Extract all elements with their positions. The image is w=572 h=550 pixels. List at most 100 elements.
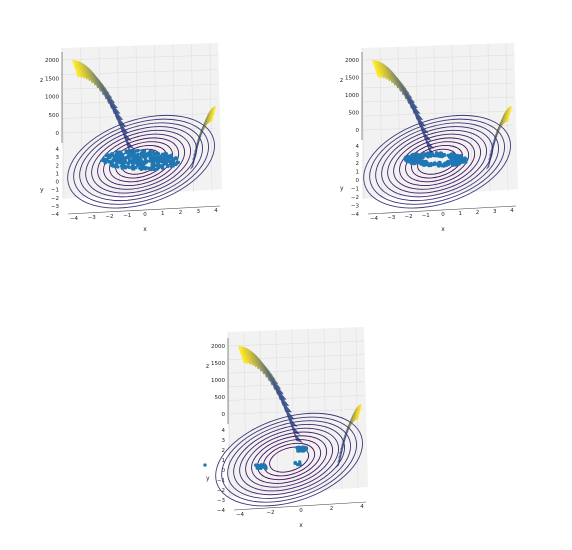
- grid-line: [361, 124, 515, 131]
- x-axis-label: x: [143, 226, 147, 233]
- grid-line: [227, 340, 365, 347]
- scatter-point: [120, 166, 125, 170]
- z-tick-label: 2000: [45, 58, 59, 64]
- scatter-point: [155, 156, 160, 160]
- scatter-point: [442, 164, 446, 168]
- grid-line: [487, 43, 491, 193]
- y-tick-label: 1: [356, 170, 360, 176]
- scatter-point: [427, 153, 431, 157]
- scatter-point: [160, 152, 165, 157]
- surface-sheet-right: [492, 127, 499, 145]
- x-tick-label: 0: [299, 508, 303, 514]
- grid-line: [361, 110, 515, 117]
- grid-line: [339, 327, 343, 491]
- scatter-point: [295, 446, 300, 450]
- scatter-point: [449, 157, 454, 162]
- surface-sheet-right: [493, 124, 500, 142]
- scatter-point: [461, 158, 466, 162]
- surface-sheet-right: [343, 422, 350, 440]
- contour-line: [405, 141, 470, 183]
- surface-sheet-right: [494, 121, 501, 138]
- x-tick-label: 3: [493, 209, 497, 215]
- scatter-point: [135, 156, 140, 160]
- x-axis-label: x: [441, 226, 445, 233]
- surface-sheet-left: [116, 114, 129, 134]
- contour-line: [91, 129, 192, 194]
- grid-line: [227, 408, 365, 415]
- x-tick-label: 4: [214, 208, 218, 214]
- scatter-point: [298, 460, 302, 464]
- scatter-point: [150, 163, 154, 168]
- x-tick-label: 1: [459, 211, 463, 217]
- grid-line: [135, 45, 139, 196]
- z-tick-label: 0: [356, 128, 360, 134]
- scatter-point: [176, 160, 181, 165]
- scatter-point: [442, 152, 446, 157]
- scatter-point: [444, 161, 448, 165]
- y-tick-label: 0: [222, 468, 226, 474]
- y-tick-label: 4: [56, 147, 60, 153]
- y-tick-label: 3: [222, 438, 226, 444]
- grid-line: [469, 44, 473, 194]
- x-axis: [233, 501, 367, 511]
- x-axis-label: x: [299, 522, 303, 529]
- scatter-point: [450, 154, 454, 158]
- z-axis-label: z: [206, 363, 209, 370]
- surface-sheet-left: [265, 367, 279, 386]
- surface-sheet-left: [418, 121, 432, 141]
- scatter-point: [140, 149, 145, 153]
- scatter-point: [136, 163, 140, 168]
- grid-line: [172, 44, 176, 194]
- x-axis: [67, 205, 221, 215]
- scatter-point: [414, 155, 419, 160]
- grid-line: [61, 47, 65, 200]
- surface-sheet-left: [402, 85, 415, 104]
- grid-line: [361, 82, 515, 89]
- scatter-point: [154, 167, 158, 172]
- grid-line: [191, 43, 194, 193]
- y-tick-label: 1: [222, 458, 226, 464]
- x-axis: [367, 205, 517, 215]
- grid-line: [323, 328, 327, 492]
- y-tick-label: −4: [51, 212, 60, 218]
- surface-sheet-left: [268, 371, 281, 390]
- x-tick-label: 0: [143, 212, 147, 218]
- y-tick-label: −2: [51, 196, 59, 202]
- scatter-point: [438, 163, 443, 167]
- surface-sheet-left: [99, 81, 113, 100]
- contour-line: [245, 431, 334, 488]
- contour-line: [239, 427, 340, 492]
- scatter-point: [411, 152, 415, 157]
- scatter-point: [148, 152, 152, 156]
- surface-sheet-right: [200, 116, 207, 133]
- x-tick-label: −2: [266, 510, 274, 516]
- y-tick-label: 1: [56, 171, 60, 177]
- scatter-point: [143, 155, 148, 160]
- contour-line: [221, 416, 357, 503]
- scatter-point: [464, 160, 468, 165]
- scatter-point: [151, 150, 155, 154]
- scatter-point: [452, 161, 456, 166]
- grid-line: [227, 381, 365, 388]
- scatter-point: [110, 152, 114, 156]
- surface-sheet-left: [405, 90, 418, 109]
- grid-line: [227, 367, 365, 374]
- scatter-point: [263, 463, 267, 468]
- y-tick-label: −3: [217, 498, 226, 504]
- z-tick-label: 1500: [45, 76, 59, 82]
- contour-line: [363, 114, 511, 209]
- surface-sheet-right: [197, 124, 204, 142]
- scatter-point: [455, 155, 459, 159]
- scatter-point: [102, 157, 106, 161]
- y-tick-label: −4: [351, 212, 360, 218]
- x-tick-label: −4: [370, 216, 379, 222]
- contour-line: [411, 145, 464, 179]
- scatter-point: [403, 155, 408, 160]
- z-tick-label: 1000: [345, 93, 359, 99]
- surface-sheet-right: [496, 116, 503, 133]
- y-axis-label: y: [340, 185, 344, 192]
- scatter-point: [264, 467, 268, 471]
- contour-line: [73, 118, 209, 205]
- z-axis-label: z: [40, 77, 43, 84]
- surface-sheet-right: [345, 416, 352, 434]
